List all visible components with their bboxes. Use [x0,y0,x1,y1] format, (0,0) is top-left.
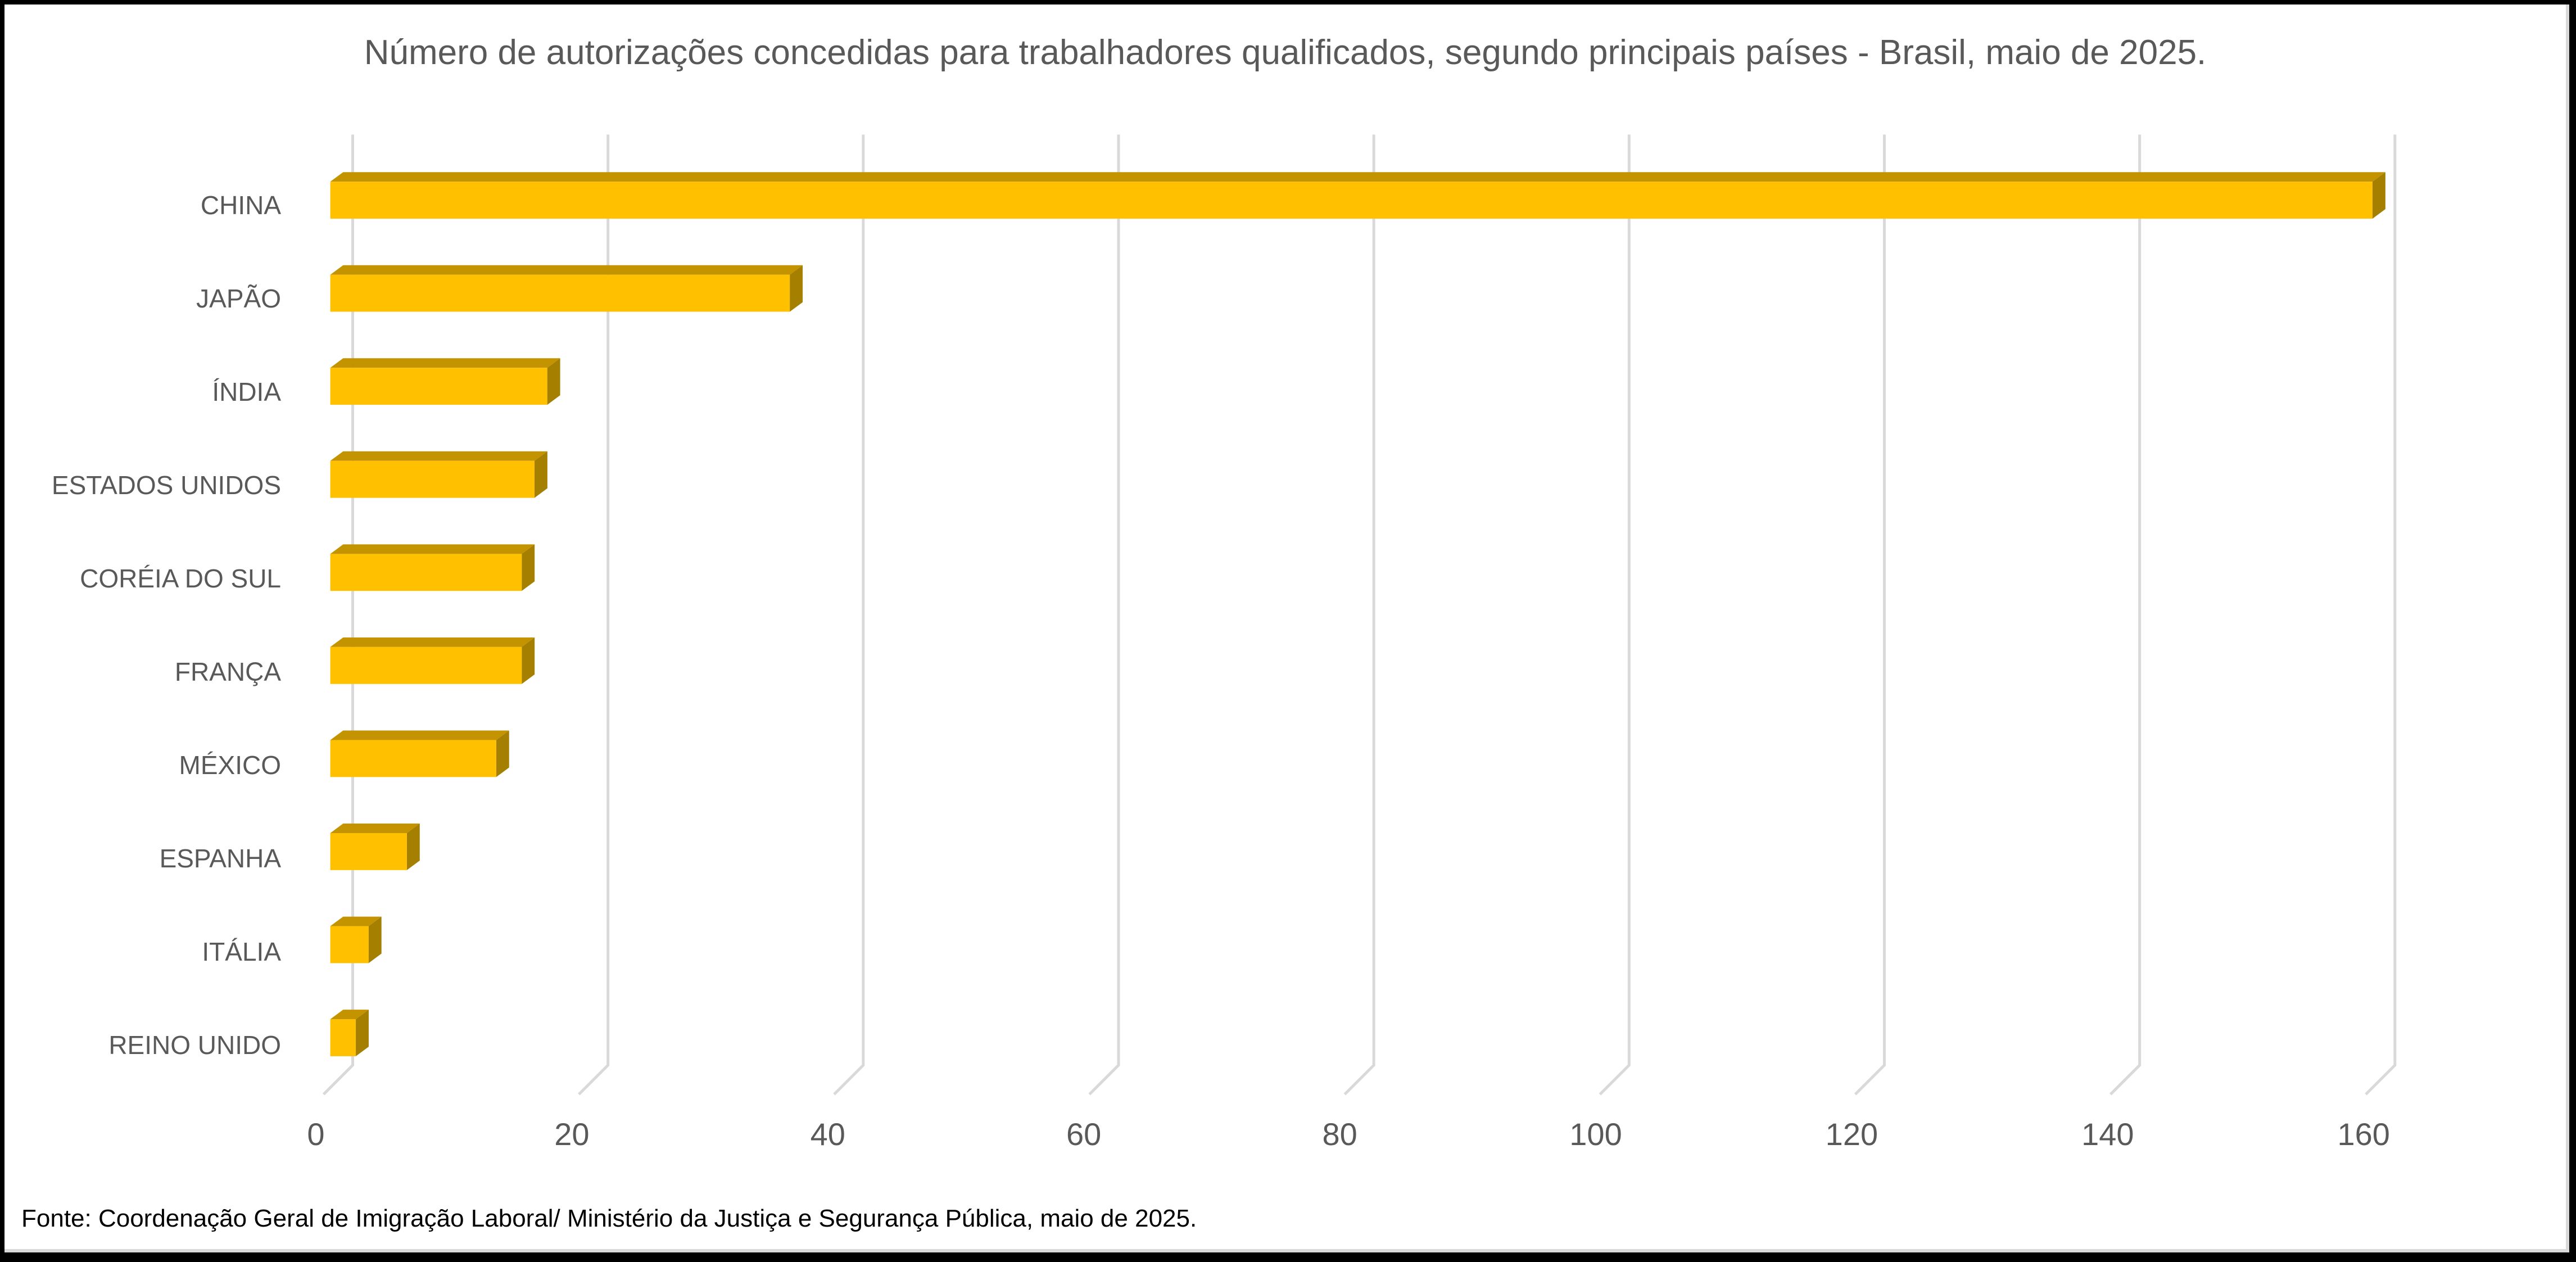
x-tick-label: 120 [1825,1116,1878,1152]
gridline [833,134,865,1096]
y-category-label: ÍNDIA [212,377,281,406]
y-category-label: ESPANHA [159,844,281,873]
y-category-label: ESTADOS UNIDOS [51,471,281,500]
bar-japão [330,274,790,312]
x-tick-label: 60 [1066,1116,1102,1152]
bar-top-face [330,824,420,834]
gridline [1599,134,1631,1096]
y-category-label: FRANÇA [174,657,281,686]
gridline [1854,134,1886,1096]
bar-índia [330,368,547,405]
y-category-label: CORÉIA DO SUL [80,564,281,593]
bar-top-face [330,172,2385,182]
gridline [578,134,610,1096]
bar-side-face [406,824,420,870]
chart-area: Número de autorizações concedidas para t… [4,4,2569,1252]
plot-area [322,134,2397,1096]
y-category-label: MÉXICO [179,750,281,780]
x-tick-label: 0 [307,1116,325,1152]
bar-side-face [496,730,509,777]
gridline [322,134,354,1096]
x-tick-label: 140 [2081,1116,2134,1152]
x-tick-label: 20 [554,1116,590,1152]
bar-espanha [330,833,407,870]
x-tick-label: 80 [1322,1116,1357,1152]
gridline [2365,134,2397,1096]
y-category-label: CHINA [200,191,281,220]
bar-side-face [356,1010,369,1056]
y-category-label: JAPÃO [196,284,281,313]
chart-title: Número de autorizações concedidas para t… [364,33,2207,72]
y-category-label: ITÁLIA [202,937,281,966]
bar-side-face [547,358,560,405]
gridline [1343,134,1375,1096]
bar-side-face [2372,172,2385,219]
bar-top-face [330,637,535,647]
bar-reino-unido [330,1019,356,1056]
y-category-label: REINO UNIDO [108,1030,281,1060]
gridline [2109,134,2142,1096]
bar-top-face [330,544,535,554]
bar-coréia-do-sul [330,554,522,591]
x-tick-label: 40 [810,1116,845,1152]
bar-top-face [330,1010,369,1020]
bar-frança [330,646,522,684]
bar-méxico [330,740,496,777]
source-note: Fonte: Coordenação Geral de Imigração La… [21,1205,1197,1232]
bar-side-face [790,265,803,312]
bar-top-face [330,265,803,275]
bar-estados-unidos [330,460,535,498]
x-tick-label: 100 [1569,1116,1622,1152]
gridline [1088,134,1120,1096]
bar-side-face [522,544,535,591]
bar-itália [330,926,369,964]
bar-top-face [330,451,547,461]
bar-side-face [368,916,382,964]
x-tick-label: 160 [2337,1116,2390,1152]
bar-side-face [534,451,547,498]
bar-top-face [330,916,382,926]
bar-top-face [330,358,560,368]
bar-china [330,182,2373,219]
bar-side-face [522,637,535,684]
bar-top-face [330,730,509,740]
